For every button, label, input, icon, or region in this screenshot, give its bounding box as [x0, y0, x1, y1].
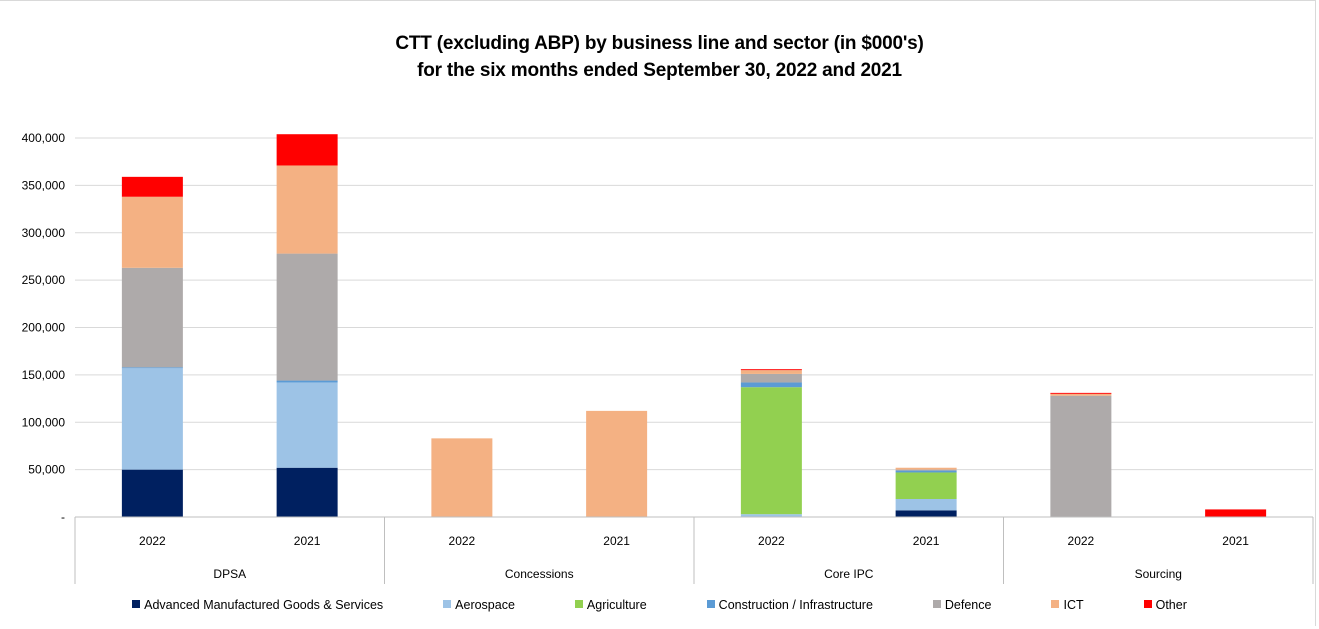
x-group-label: Core IPC	[824, 567, 874, 581]
bar-segment	[740, 370, 802, 374]
bar-segment	[1205, 509, 1267, 517]
legend-label: Defence	[944, 597, 992, 612]
x-group-label: Sourcing	[1135, 567, 1182, 581]
chart-title-line-2: for the six months ended September 30, 2…	[417, 60, 902, 81]
x-tick-label: 2021	[294, 534, 321, 548]
legend-swatch	[443, 600, 452, 609]
bar-segment	[276, 253, 338, 381]
legend-swatch	[706, 600, 715, 609]
y-tick-label: 250,000	[22, 273, 66, 287]
bar-segment	[1050, 393, 1112, 396]
legend-swatch	[132, 600, 141, 609]
bar-segment	[1050, 395, 1112, 517]
legend-label: Advanced Manufactured Goods & Services	[144, 597, 384, 612]
bar-segment	[121, 368, 183, 470]
x-tick-label: 2022	[139, 534, 166, 548]
y-tick-label: 300,000	[22, 226, 66, 240]
bar-segment	[276, 165, 338, 254]
x-tick-label: 2022	[449, 534, 476, 548]
legend-label: ICT	[1063, 597, 1084, 612]
bar-segment	[431, 438, 493, 517]
legend-swatch	[1143, 600, 1152, 609]
x-tick-label: 2021	[913, 534, 940, 548]
x-group-label: Concessions	[505, 567, 574, 581]
legend-entry: ICT	[1051, 597, 1084, 612]
bar-segment	[740, 373, 802, 383]
legend-swatch	[1051, 600, 1060, 609]
x-group-label: DPSA	[213, 567, 246, 581]
bar-segment	[121, 469, 183, 517]
legend-entry: Agriculture	[574, 597, 647, 612]
bar-segment	[895, 472, 957, 499]
x-tick-label: 2021	[1222, 534, 1249, 548]
legend-entry: Construction / Infrastructure	[706, 597, 873, 612]
y-tick-label: 350,000	[22, 178, 66, 192]
y-tick-label: 200,000	[22, 321, 66, 335]
bar-segment	[276, 380, 338, 383]
bar-segment	[895, 467, 957, 470]
legend-label: Construction / Infrastructure	[718, 597, 873, 612]
legend-entry: Advanced Manufactured Goods & Services	[132, 598, 383, 612]
bar-segment	[740, 514, 802, 517]
bar-segment	[121, 196, 183, 268]
bar-segment	[276, 467, 338, 517]
chart-title-line-1: CTT (excluding ABP) by business line and…	[395, 33, 924, 54]
legend-label: Aerospace	[455, 597, 515, 612]
legend-entry: Aerospace	[443, 598, 515, 612]
y-tick-label: 400,000	[22, 131, 66, 145]
x-tick-label: 2022	[758, 534, 785, 548]
bar-segment	[740, 369, 802, 371]
legend-entry: Other	[1143, 597, 1187, 612]
y-tick-label: 50,000	[28, 463, 65, 477]
bar-segment	[895, 510, 957, 517]
bar-segment	[121, 367, 183, 369]
legend-label: Agriculture	[586, 597, 647, 612]
legend-label: Other	[1155, 597, 1187, 612]
bar-segment	[740, 382, 802, 388]
bar-segment	[121, 267, 183, 368]
bar-segment	[276, 382, 338, 468]
chart-legend: Advanced Manufactured Goods & Services Ae…	[0, 597, 1319, 612]
x-tick-label: 2021	[603, 534, 630, 548]
bar-segment	[740, 387, 802, 515]
bar-segment	[586, 410, 648, 517]
bar-segment	[895, 469, 957, 471]
bar-segment	[895, 470, 957, 473]
bar-segment	[1050, 392, 1112, 394]
y-tick-label: 150,000	[22, 368, 66, 382]
y-tick-label: -	[61, 510, 65, 524]
legend-entry: Defence	[932, 597, 992, 612]
x-tick-label: 2022	[1068, 534, 1095, 548]
legend-swatch	[932, 600, 941, 609]
bar-segment	[895, 498, 957, 511]
legend-swatch	[574, 600, 583, 609]
bar-segment	[276, 134, 338, 166]
bar-segment	[121, 176, 183, 197]
y-tick-label: 100,000	[22, 415, 66, 429]
